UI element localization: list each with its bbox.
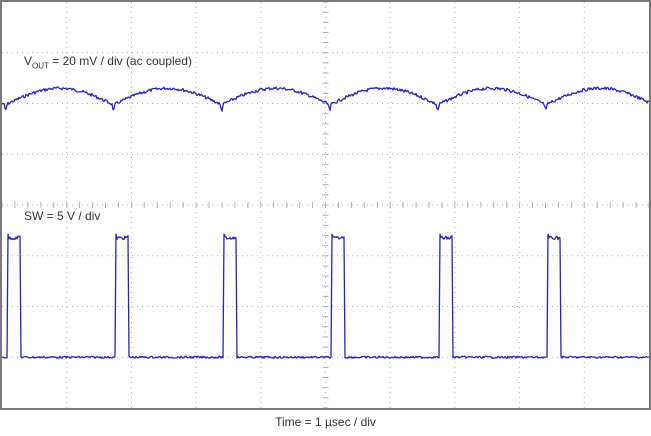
vout-subscript: OUT <box>32 61 49 71</box>
vout-scale-text: = 20 mV / div (ac coupled) <box>48 54 192 68</box>
scope-canvas <box>2 2 649 408</box>
sw-trace <box>2 233 649 359</box>
sw-trace-label: SW = 5 V / div <box>24 209 101 223</box>
vout-trace-label: VOUT = 20 mV / div (ac coupled) <box>24 54 192 73</box>
vout-trace <box>2 86 649 112</box>
time-axis-label: Time = 1 µsec / div <box>275 415 376 429</box>
scope-plot: VOUT = 20 mV / div (ac coupled) SW = 5 V… <box>0 0 651 410</box>
vout-symbol: V <box>24 54 33 68</box>
